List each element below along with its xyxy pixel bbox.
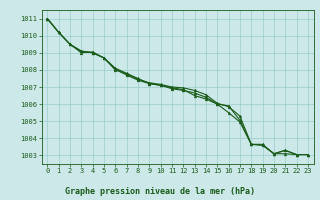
Text: Graphe pression niveau de la mer (hPa): Graphe pression niveau de la mer (hPa): [65, 187, 255, 196]
